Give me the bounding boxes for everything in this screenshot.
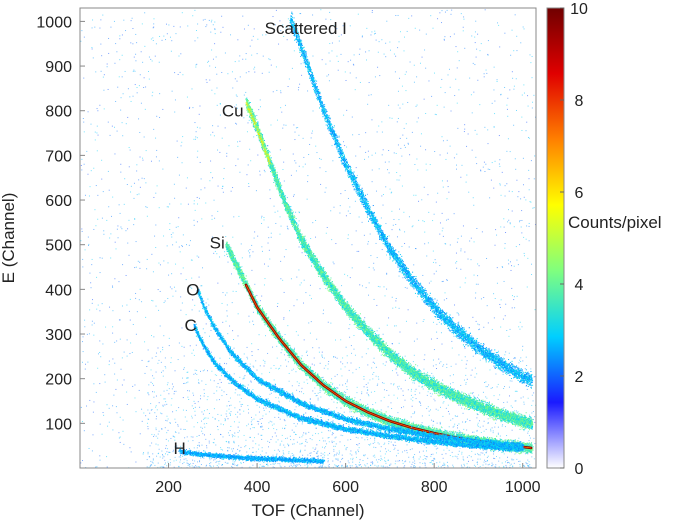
colorbar-label: Counts/pixel bbox=[568, 213, 662, 232]
x-tick-label: 600 bbox=[332, 479, 359, 496]
x-tick-label: 1000 bbox=[505, 479, 541, 496]
y-axis-ticks: 100 200 300 400 500 600 700 800 900 1000 bbox=[36, 14, 85, 433]
y-tick-label: 700 bbox=[45, 148, 72, 165]
colorbar-tick-label: 4 bbox=[575, 277, 584, 294]
colorbar-tick-label: 2 bbox=[575, 369, 584, 386]
y-tick-label: 400 bbox=[45, 282, 72, 299]
annotation-cu: Cu bbox=[222, 102, 244, 121]
colorbar bbox=[547, 8, 564, 468]
y-tick-label: 800 bbox=[45, 104, 72, 121]
x-tick-label: 800 bbox=[421, 479, 448, 496]
y-tick-label: 500 bbox=[45, 238, 72, 255]
annotation-si: Si bbox=[210, 233, 225, 252]
colorbar-tick-label: 0 bbox=[575, 461, 584, 478]
colorbar-tick-label: 6 bbox=[575, 185, 584, 202]
annotation-c: C bbox=[185, 316, 197, 335]
colorbar-tick-label: 10 bbox=[570, 1, 588, 18]
y-tick-label: 900 bbox=[45, 59, 72, 76]
annotation-scattered-i: Scattered I bbox=[265, 19, 347, 38]
y-axis-label: E (Channel) bbox=[0, 193, 18, 284]
y-tick-label: 200 bbox=[45, 372, 72, 389]
x-tick-label: 400 bbox=[244, 479, 271, 496]
y-tick-label: 100 bbox=[45, 416, 72, 433]
y-tick-label: 1000 bbox=[36, 14, 72, 31]
annotation-h: H bbox=[173, 439, 185, 458]
colorbar-tick-label: 8 bbox=[575, 93, 584, 110]
y-tick-label: 600 bbox=[45, 193, 72, 210]
x-tick-label: 200 bbox=[155, 479, 182, 496]
y-tick-label: 300 bbox=[45, 327, 72, 344]
annotation-o: O bbox=[186, 280, 199, 299]
x-axis-label: TOF (Channel) bbox=[251, 501, 364, 520]
